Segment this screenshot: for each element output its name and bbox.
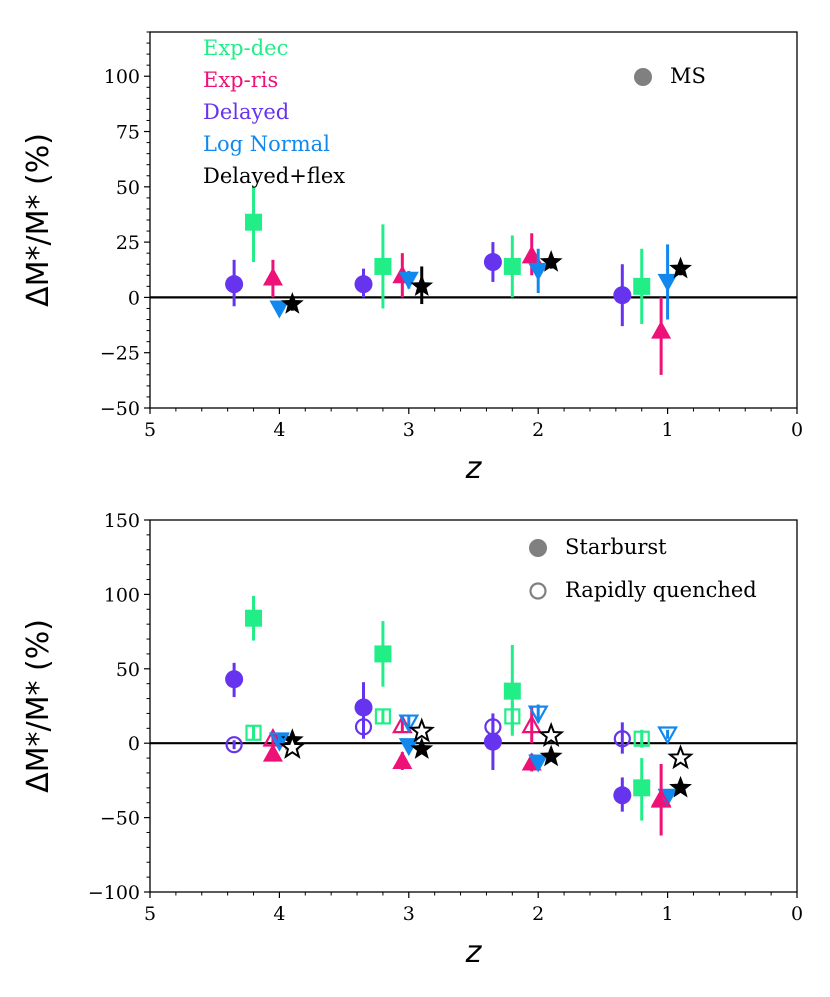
y-tick-label: −50 [100,398,140,420]
open-delayed-point [225,736,243,754]
y-tick-label: 0 [128,287,140,309]
x-tick-label: 3 [403,419,415,441]
filled-delayed-flex-point [669,256,692,279]
filled-exp-dec-point [374,257,392,275]
y-tick-label: 0 [128,733,140,755]
y-tick-label: 50 [116,659,140,681]
filled-log-normal-point [657,273,678,292]
legend-filled-circle-icon [634,68,652,86]
open-log-normal-point [527,705,549,725]
x-tick-label: 0 [791,419,803,441]
filled-exp-dec-point [633,779,651,797]
y-axis-label: ΔM*/M* (%) [21,133,56,307]
open-exp-ris-point [262,727,284,747]
y-axis-label: ΔM*/M* (%) [21,619,56,793]
legend-filled-circle-icon [529,539,547,557]
filled-delayed-point [354,698,373,717]
x-axis-label: z [465,935,483,970]
y-tick-label: −100 [88,882,140,904]
chart-panel-1: 5 4 3 2 1 0 −50 −25 0 25 50 75 100 z ΔM*/M* (%) Exp-dec… [21,31,803,486]
y-tick-label: 150 [104,510,140,532]
legend-sfh-label: Rapidly quenched [565,578,757,602]
filled-exp-dec-point [374,645,392,663]
open-delayed-point [354,718,373,736]
x-tick-label: 5 [144,419,156,441]
filled-exp-dec-point [245,213,263,231]
open-exp-dec-point [504,708,521,725]
x-tick-label: 1 [662,903,674,925]
legend-model-label: Exp-dec [203,36,288,60]
filled-exp-ris-point [262,267,283,286]
filled-delayed-flex-point [669,775,692,798]
legend-sfh-label: MS [670,64,706,88]
open-exp-ris-point [650,788,672,808]
y-tick-label: 25 [116,232,140,254]
filled-log-normal-point [398,271,419,290]
y-tick-label: −25 [100,343,140,365]
open-delayed-point [484,718,502,736]
filled-delayed-point [483,253,502,272]
filled-exp-dec-point [503,682,521,700]
x-tick-label: 0 [791,903,803,925]
filled-delayed-flex-point [539,744,563,767]
x-tick-label: 4 [273,419,285,441]
filled-delayed-flex-point [539,250,563,272]
plot-frame [149,519,798,893]
y-tick-label: 75 [116,122,140,144]
filled-exp-dec-point [633,277,651,295]
filled-delayed-point [225,275,244,294]
x-axis-label: z [465,451,483,486]
filled-log-normal-point [398,738,419,757]
filled-log-normal-point [269,300,290,319]
open-exp-dec-point [374,708,392,725]
legend-sfh-label: Starburst [565,535,667,559]
legend-model-label: Delayed+flex [203,164,345,188]
x-tick-label: 1 [662,419,674,441]
open-log-normal-point [657,726,678,746]
y-tick-label: −50 [100,808,140,830]
open-log-normal-point [269,732,290,751]
open-exp-ris-point [391,714,413,734]
y-tick-label: 50 [116,177,140,199]
x-tick-label: 2 [532,903,544,925]
open-delayed-flex-point [279,733,306,759]
x-tick-label: 5 [144,903,156,925]
filled-delayed-point [354,275,373,294]
legend-model-label: Exp-ris [203,68,278,92]
open-exp-ris-point [521,714,543,734]
filled-delayed-flex-point [410,274,434,297]
y-tick-label: 100 [104,584,140,606]
filled-exp-ris-point [651,320,672,339]
y-tick-label: 100 [104,66,140,88]
open-exp-dec-point [245,724,262,741]
open-log-normal-point [398,714,420,734]
filled-delayed-point [613,786,632,805]
filled-log-normal-point [528,262,549,281]
open-delayed-flex-point [667,744,694,770]
open-delayed-flex-point [408,717,435,743]
chart-panel-2: 5 4 3 2 1 0 −100 −50 0 50 100 150 z ΔM*/M* (%) Starbur… [21,510,803,970]
filled-delayed-flex-point [280,292,304,314]
open-delayed-flex-point [537,721,565,747]
x-tick-label: 2 [532,419,544,441]
filled-log-normal-point [528,754,549,773]
filled-exp-dec-point [245,609,263,627]
filled-delayed-point [483,732,502,751]
open-exp-dec-point [633,730,650,747]
x-tick-label: 4 [273,903,285,925]
filled-delayed-flex-point [410,737,434,759]
legend-model-label: Delayed [203,100,289,124]
x-tick-label: 3 [403,903,415,925]
open-delayed-point [613,730,631,748]
filled-exp-ris-point [262,743,283,762]
filled-exp-dec-point [503,257,521,275]
legend-model-label: Log Normal [203,132,330,156]
legend-open-circle-icon [529,582,547,600]
filled-delayed-point [225,670,244,689]
filled-delayed-point [613,286,632,305]
filled-exp-ris-point [392,751,413,770]
